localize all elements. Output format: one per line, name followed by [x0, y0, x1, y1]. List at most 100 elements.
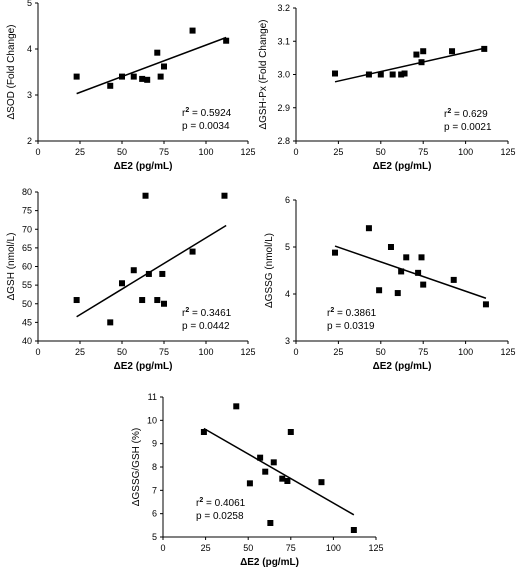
x-tick-label: 0 — [35, 347, 40, 357]
gsh-px-x-axis-label: ΔE2 (pg/mL) — [373, 161, 432, 172]
data-point — [233, 403, 240, 410]
data-point — [119, 280, 125, 287]
y-tick-label: 60 — [22, 262, 32, 272]
y-tick-label: 6 — [152, 509, 157, 519]
y-tick-label: 3.0 — [277, 70, 290, 80]
data-point — [107, 319, 114, 326]
data-point — [257, 454, 264, 461]
gsh-px-p-value: p = 0.0021 — [444, 122, 492, 133]
gsh-scatter-panel: 0 25 50 75 100 125 40 45 50 55 60 65 70 75 80 ΔE2 (pg/m… — [6, 187, 256, 372]
gsh-px-scatter-panel: 0 25 50 75 100 125 2.8 2.9 3.0 3.1 3.2 ΔE2 (pg/mL) Δ… — [258, 3, 516, 172]
data-point — [387, 244, 394, 250]
data-point — [398, 71, 405, 78]
data-point — [284, 478, 291, 484]
y-tick-label: 2.9 — [277, 103, 290, 113]
gssg-p-value: p = 0.0319 — [327, 321, 375, 332]
y-tick-label: 6 — [285, 195, 290, 205]
gssg-x-axis-label: ΔE2 (pg/mL) — [373, 361, 432, 372]
data-point — [376, 287, 383, 294]
data-point — [189, 248, 196, 255]
y-tick-label: 4 — [285, 289, 290, 299]
y-tick-label: 50 — [22, 299, 32, 309]
gsh-x-axis-label: ΔE2 (pg/mL) — [114, 361, 173, 372]
x-tick-label: 125 — [368, 543, 383, 553]
x-tick-label: 50 — [117, 147, 127, 157]
gsh-px-r-squared: r2 = 0.629 — [444, 108, 488, 120]
x-tick-label: 100 — [458, 347, 473, 357]
data-point — [332, 249, 339, 256]
data-point — [415, 269, 422, 276]
x-tick-label: 25 — [333, 347, 343, 357]
x-tick-label: 75 — [418, 347, 428, 357]
gssg-r-squared: r2 = 0.3861 — [327, 307, 377, 319]
data-point — [262, 468, 269, 475]
y-tick-label: 45 — [22, 317, 32, 327]
sod-r-squared: r2 = 0.5924 — [182, 107, 232, 119]
gsh-y-axis-label: ΔGSH (nmol/L) — [6, 233, 17, 301]
data-point — [200, 429, 207, 435]
data-point — [449, 48, 456, 55]
data-point — [418, 254, 425, 261]
y-tick-label: 70 — [22, 224, 32, 234]
data-point — [145, 270, 152, 277]
data-point — [267, 520, 274, 526]
data-point — [481, 45, 488, 52]
x-tick-label: 25 — [75, 147, 85, 157]
y-tick-label: 75 — [22, 206, 32, 216]
x-tick-label: 100 — [326, 543, 341, 553]
y-tick-label: 10 — [147, 415, 157, 425]
sod-regression-line — [76, 36, 227, 95]
data-point — [157, 73, 164, 80]
data-point — [119, 73, 125, 80]
y-tick-label: 65 — [22, 243, 32, 253]
gssg-gsh-p-value: p = 0.0258 — [196, 511, 244, 522]
y-tick-label: 5 — [152, 532, 157, 542]
data-point — [139, 75, 146, 82]
x-tick-label: 75 — [286, 543, 296, 553]
x-tick-label: 50 — [376, 347, 386, 357]
data-point — [398, 268, 405, 275]
x-tick-label: 25 — [75, 347, 85, 357]
gsh-r-squared: r2 = 0.3461 — [182, 307, 232, 319]
x-tick-label: 75 — [159, 347, 169, 357]
gsh-px-y-axis-label: ΔGSH-Px (Fold Change) — [258, 19, 269, 129]
x-tick-label: 0 — [35, 147, 40, 157]
data-point — [189, 27, 196, 34]
data-point — [73, 73, 80, 80]
data-point — [154, 297, 161, 304]
data-point — [389, 71, 396, 78]
y-tick-label: 5 — [27, 0, 32, 8]
data-point — [377, 71, 384, 78]
y-tick-label: 40 — [22, 336, 32, 346]
data-point — [420, 281, 427, 288]
y-tick-label: 9 — [152, 439, 157, 449]
data-point — [365, 71, 372, 78]
data-point — [161, 63, 167, 70]
gssg-gsh-x-axis-label: ΔE2 (pg/mL) — [240, 557, 299, 568]
data-point — [154, 49, 161, 56]
y-tick-label: 3 — [27, 90, 32, 100]
x-tick-label: 75 — [418, 147, 428, 157]
data-point — [221, 192, 228, 199]
data-point — [403, 254, 410, 261]
data-point — [318, 479, 325, 486]
y-tick-label: 5 — [285, 242, 290, 252]
x-tick-label: 50 — [243, 543, 253, 553]
data-point — [413, 51, 420, 58]
data-point — [332, 70, 339, 77]
x-tick-label: 50 — [376, 147, 386, 157]
gssg-scatter-panel: 0 25 50 75 100 125 3 4 5 6 ΔE2 (pg/mL) ΔGSSG (nmol/… — [264, 195, 516, 372]
x-tick-label: 125 — [500, 347, 515, 357]
data-point — [159, 270, 166, 277]
sod-y-axis-label: ΔSOD (Fold Change) — [6, 24, 17, 119]
y-tick-label: 7 — [152, 485, 157, 495]
data-point — [365, 225, 372, 232]
data-point — [246, 480, 253, 487]
data-point — [107, 82, 114, 89]
x-tick-label: 125 — [240, 147, 255, 157]
gssg-gsh-r-squared: r2 = 0.4061 — [196, 497, 246, 509]
data-point — [279, 475, 286, 482]
gssg-y-axis-label: ΔGSSG (nmol/L) — [264, 233, 275, 308]
data-point — [401, 70, 408, 77]
